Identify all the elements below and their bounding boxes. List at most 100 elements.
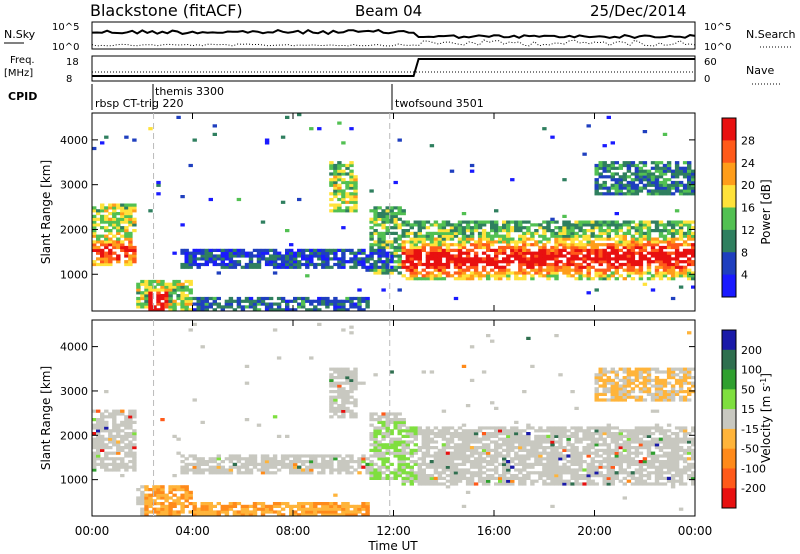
heatmap-cell: [409, 434, 414, 438]
heatmap-cell: [570, 254, 575, 258]
heatmap-cell: [582, 152, 587, 156]
heatmap-cell: [570, 468, 575, 472]
heatmap-cell: [425, 254, 431, 258]
heatmap-cell: [518, 226, 523, 230]
heatmap-cell: [490, 274, 495, 278]
heatmap-cell: [401, 274, 406, 278]
heatmap-cell: [654, 180, 660, 185]
heatmap-cell: [674, 254, 680, 258]
heatmap-cell: [542, 254, 547, 258]
heatmap-cell: [429, 465, 435, 469]
heatmap-cell: [409, 240, 414, 244]
heatmap-cell: [614, 260, 619, 264]
heatmap-cell: [160, 502, 165, 506]
heatmap-cell: [662, 460, 668, 464]
heatmap-cell: [345, 502, 350, 506]
heatmap-cell: [453, 432, 459, 436]
heatmap-cell: [252, 265, 258, 269]
heatmap-cell: [156, 291, 161, 295]
heatmap-cell: [691, 454, 696, 458]
heatmap-cell: [518, 277, 523, 281]
heatmap-cell: [674, 392, 680, 396]
heatmap-cell: [582, 476, 587, 480]
heatmap-cell: [280, 462, 286, 466]
heatmap-cell: [606, 448, 611, 452]
heatmap-cell: [578, 223, 583, 227]
heatmap-cell: [630, 440, 636, 444]
heatmap-cell: [297, 468, 302, 472]
heatmap-cell: [662, 189, 668, 193]
heatmap-cell: [437, 234, 443, 238]
heatmap-cell: [188, 496, 193, 500]
heatmap-cell: [610, 474, 615, 478]
heatmap-cell: [687, 268, 692, 272]
heatmap-cell: [590, 243, 595, 247]
heatmap-cell: [260, 296, 266, 301]
heatmap-cell: [614, 226, 619, 230]
heatmap-cell: [574, 448, 579, 452]
nsky-tick-bottom: 10^0: [52, 42, 79, 53]
heatmap-cell: [285, 434, 290, 438]
heatmap-cell: [437, 465, 443, 469]
heatmap-cell: [494, 209, 499, 213]
heatmap-cell: [526, 476, 531, 480]
heatmap-cell: [188, 279, 193, 284]
heatmap-cell: [682, 367, 688, 371]
heatmap-cell: [682, 192, 688, 196]
heatmap-cell: [208, 251, 213, 255]
heatmap-cell: [530, 231, 535, 235]
heatmap-cell: [96, 457, 101, 461]
heatmap-cell: [397, 468, 402, 472]
heatmap-cell: [638, 189, 644, 193]
heatmap-cell: [477, 476, 483, 480]
heatmap-cell: [687, 161, 692, 165]
heatmap-cell: [341, 395, 346, 399]
heatmap-cell: [670, 376, 676, 380]
heatmap-cell: [634, 370, 640, 374]
heatmap-cell: [120, 437, 125, 441]
heatmap-cell: [96, 448, 101, 452]
heatmap-cell: [180, 488, 185, 492]
heatmap-cell: [586, 479, 591, 483]
heatmap-cell: [140, 507, 145, 511]
heatmap-cell: [333, 384, 338, 388]
heatmap-cell: [321, 504, 326, 508]
heatmap-cell: [602, 432, 607, 436]
heatmap-cell: [502, 248, 507, 252]
heatmap-cell: [502, 437, 507, 441]
heatmap-cell: [321, 299, 326, 303]
heatmap-cell: [369, 209, 374, 213]
heatmap-cell: [160, 418, 165, 422]
heatmap-cell: [578, 229, 583, 233]
heatmap-cell: [409, 482, 414, 486]
heatmap-cell: [658, 175, 664, 179]
heatmap-cell: [136, 296, 141, 301]
heatmap-cell: [566, 274, 571, 278]
heatmap-cell: [606, 169, 611, 173]
heatmap-cell: [481, 448, 487, 452]
heatmap-cell: [670, 457, 676, 461]
heatmap-cell: [646, 429, 652, 433]
heatmap-cell: [558, 265, 563, 269]
heatmap-cell: [494, 476, 499, 480]
heatmap-cell: [514, 271, 519, 275]
heatmap-cell: [469, 257, 475, 261]
heatmap-cell: [550, 234, 555, 238]
heatmap-cell: [554, 251, 559, 255]
heatmap-cell: [333, 395, 338, 399]
heatmap-cell: [232, 254, 238, 258]
heatmap-cell: [465, 229, 471, 233]
heatmap-cell: [132, 245, 137, 250]
colorbar-swatch: [722, 185, 736, 208]
heatmap-cell: [598, 454, 603, 458]
heatmap-cell: [582, 448, 587, 452]
heatmap-cell: [341, 510, 346, 514]
heatmap-cell: [317, 454, 322, 458]
heatmap-cell: [405, 446, 410, 450]
heatmap-cell: [606, 390, 611, 394]
heatmap-cell: [333, 178, 338, 182]
heatmap-cell: [445, 223, 451, 227]
heatmap-cell: [558, 440, 563, 444]
heatmap-cell: [550, 462, 555, 466]
heatmap-cell: [369, 476, 374, 480]
